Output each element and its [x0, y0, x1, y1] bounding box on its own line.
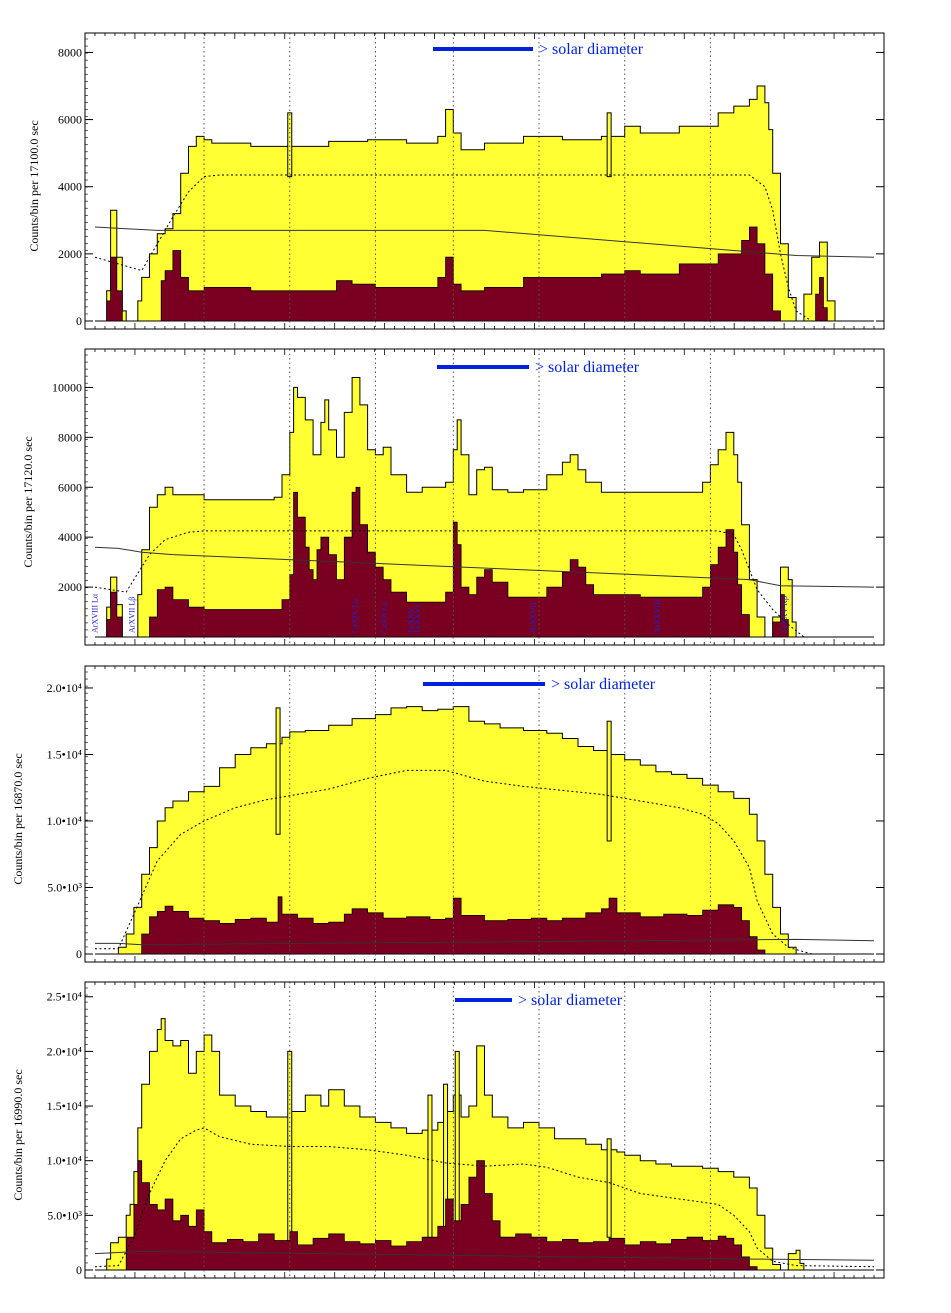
solar-diameter-bar: [437, 365, 529, 369]
line-component-area: [95, 896, 874, 955]
y-tick-label: 1.0•10⁴: [47, 1154, 82, 1168]
spike-mark: [287, 112, 293, 178]
solar-diameter-bar: [423, 682, 545, 686]
spike-mark: [275, 707, 281, 835]
legend-label: > solar diameter: [518, 992, 623, 1009]
y-axis-label: Counts/bin per 16990.0 sec: [11, 1069, 25, 1200]
spike-mark: [606, 112, 612, 178]
total-spectrum-area: [95, 377, 874, 638]
y-tick-label: 2000: [58, 580, 82, 594]
solar-diameter-bar: [455, 998, 512, 1002]
total-spectrum-area: [95, 85, 874, 322]
spectral-line-label: FeXXVI: [413, 605, 422, 633]
chart-panel-1: 0 2000 4000 6000 8000 Counts/bin per 17100.0 …: [27, 32, 885, 330]
background-line: [94, 546, 875, 588]
spike-mark: [606, 720, 612, 842]
spectral-line-label: CaXIX Lα: [351, 598, 360, 633]
y-tick-label: 8000: [58, 45, 82, 59]
y-tick-label: 2000: [58, 247, 82, 261]
spectral-line-label: FeXXV: [407, 607, 416, 633]
y-tick-label: 4000: [58, 530, 82, 544]
spectral-line-label: FeXXV Kβ: [780, 596, 789, 633]
spectral-line-label: CaXX Lα: [379, 601, 388, 633]
y-axis-label: Counts/bin per 17120.0 sec: [21, 436, 35, 567]
line-component-area: [95, 486, 874, 638]
spectral-line-label: ArXVIII Lα: [90, 593, 99, 633]
y-axis-label: Counts/bin per 17100.0 sec: [27, 120, 41, 251]
background-line: [95, 938, 875, 946]
y-tick-label: 6000: [58, 113, 82, 127]
background-line: [94, 1250, 875, 1261]
legend-label: > solar diameter: [535, 359, 640, 376]
chart-panel-2: ArXVIII Lα ArXVII Lβ CaXIX Lα CaXX Lα FeXXVF…: [21, 348, 885, 646]
spectral-line-label: NiXXVII: [529, 602, 538, 633]
chart-panel-4: 0 5.0•10³ 1.0•10⁴ 1.5•10⁴ 2.0•10⁴ 2.5•10⁴ Coun…: [11, 981, 885, 1279]
line-component-area: [95, 1160, 874, 1271]
y-tick-label: 5.0•10³: [47, 880, 82, 894]
line-component-area: [95, 226, 874, 322]
legend-label: > solar diameter: [551, 676, 656, 693]
y-axis-label: Counts/bin per 16870.0 sec: [11, 753, 25, 884]
chart-panel-3: 0 5.0•10³ 1.0•10⁴ 1.5•10⁴ 2.0•10⁴ Counts/bin …: [11, 665, 885, 963]
legend-label: > solar diameter: [539, 41, 644, 58]
y-tick-label: 0: [76, 314, 82, 328]
y-tick-label: 1.5•10⁴: [47, 747, 82, 761]
y-tick-label: 2.5•10⁴: [47, 990, 82, 1004]
y-tick-label: 0: [76, 947, 82, 961]
spectral-line-label: NiXXVIII: [653, 599, 662, 633]
solar-diameter-bar: [433, 47, 533, 51]
y-tick-label: 2.0•10⁴: [47, 1044, 82, 1058]
y-tick-label: 1.0•10⁴: [47, 814, 82, 828]
y-tick-label: 2.0•10⁴: [47, 681, 82, 695]
y-tick-label: 8000: [58, 430, 82, 444]
y-tick-label: 0: [76, 1263, 82, 1277]
y-tick-label: 10000: [52, 380, 82, 394]
y-tick-label: 1.5•10⁴: [47, 1099, 82, 1113]
y-tick-label: 6000: [58, 480, 82, 494]
y-tick-label: 4000: [58, 180, 82, 194]
spectral-line-label: ArXVII Lβ: [128, 597, 137, 633]
background-line: [94, 226, 875, 258]
model-curve: [95, 769, 874, 955]
spike-mark: [606, 1138, 612, 1238]
y-tick-label: 5.0•10³: [47, 1208, 82, 1222]
model-curve: [94, 174, 874, 322]
